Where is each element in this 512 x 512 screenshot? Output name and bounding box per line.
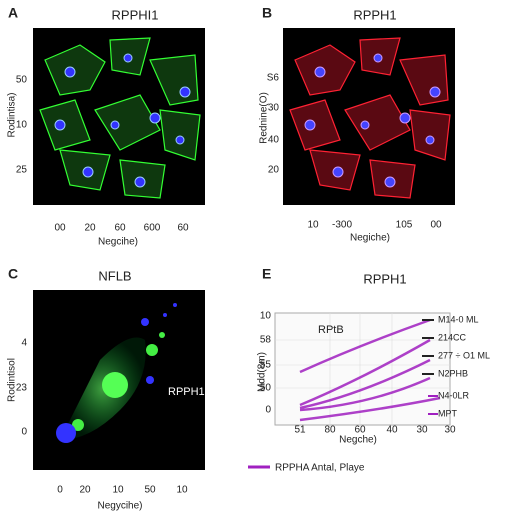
- x-tick-label: 20: [84, 223, 96, 234]
- annotation: RPtB: [318, 324, 344, 336]
- x-tick-label: 51: [294, 425, 306, 436]
- legend-label: RPPHA Antal, Playe: [275, 463, 365, 474]
- y-tick-label: 58: [260, 335, 272, 346]
- x-tick-label: 60: [114, 223, 126, 234]
- x-tick-label: 00: [430, 220, 442, 231]
- y-tick-label: S6: [267, 73, 280, 84]
- y-axis-label: Rednine(O): [259, 92, 270, 144]
- x-tick-label: 50: [144, 485, 156, 496]
- x-tick-label: 80: [324, 425, 336, 436]
- x-axis-label: Negcihe): [98, 237, 138, 248]
- x-tick-label: 0: [57, 485, 63, 496]
- plot-e: [248, 312, 451, 469]
- y-tick-label: 50: [16, 75, 28, 86]
- panel-label: B: [262, 5, 272, 21]
- panel-title: RPPH1: [353, 7, 396, 22]
- x-tick-label: 600: [144, 223, 161, 234]
- curve-label: M14-0 ML: [438, 314, 479, 324]
- x-axis-label: Negiche): [350, 233, 390, 244]
- curve-label: N4-0LR: [438, 390, 470, 400]
- panel-label: C: [8, 266, 18, 282]
- annotation: RPPH1: [168, 386, 205, 398]
- x-tick-label: 40: [386, 425, 398, 436]
- micrograph-a: [33, 28, 205, 205]
- micrograph-b: [283, 28, 455, 205]
- y-tick-label: 25: [16, 165, 28, 176]
- x-axis-label: Negycihe): [97, 501, 142, 512]
- y-tick-label: 4: [21, 338, 27, 349]
- x-axis-label: Negche): [339, 435, 377, 446]
- x-tick-label: 20: [79, 485, 91, 496]
- x-tick-label: 00: [54, 223, 66, 234]
- x-tick-label: 30: [416, 425, 428, 436]
- panel-title: RPPHI1: [112, 7, 159, 22]
- panel-title: RPPH1: [363, 271, 406, 286]
- y-tick-label: 55: [260, 360, 272, 371]
- y-tick-label: 20: [268, 165, 280, 176]
- y-axis-label: Mdd(8m): [257, 352, 268, 392]
- y-tick-label: 23: [16, 383, 28, 394]
- x-tick-label: 105: [396, 220, 413, 231]
- curve-label: 277 ÷ O1 ML: [438, 350, 490, 360]
- curve-label: 214CC: [438, 332, 467, 342]
- y-tick-label: 10: [16, 120, 28, 131]
- x-tick-label: 30: [444, 425, 456, 436]
- panel-title: NFLB: [98, 268, 131, 283]
- y-tick-label: 50: [260, 383, 272, 394]
- y-tick-label: 30: [268, 103, 280, 114]
- y-tick-label: 40: [268, 135, 280, 146]
- x-tick-label: 10: [176, 485, 188, 496]
- curve-label: N2PHB: [438, 368, 468, 378]
- y-tick-label: 0: [265, 405, 271, 416]
- y-tick-label: 0: [21, 427, 27, 438]
- panel-label: E: [262, 266, 271, 282]
- y-axis-label: Rodintisol: [7, 358, 18, 402]
- x-tick-label: 60: [354, 425, 366, 436]
- curve-label: MPT: [438, 408, 458, 418]
- x-tick-label: -300: [332, 220, 352, 231]
- x-tick-label: 10: [307, 220, 319, 231]
- y-axis-label: Rodintisa): [7, 92, 18, 137]
- micrograph-c: [33, 290, 205, 470]
- x-tick-label: 60: [177, 223, 189, 234]
- x-tick-label: 10: [112, 485, 124, 496]
- panel-label: A: [8, 5, 18, 21]
- y-tick-label: 10: [260, 311, 272, 322]
